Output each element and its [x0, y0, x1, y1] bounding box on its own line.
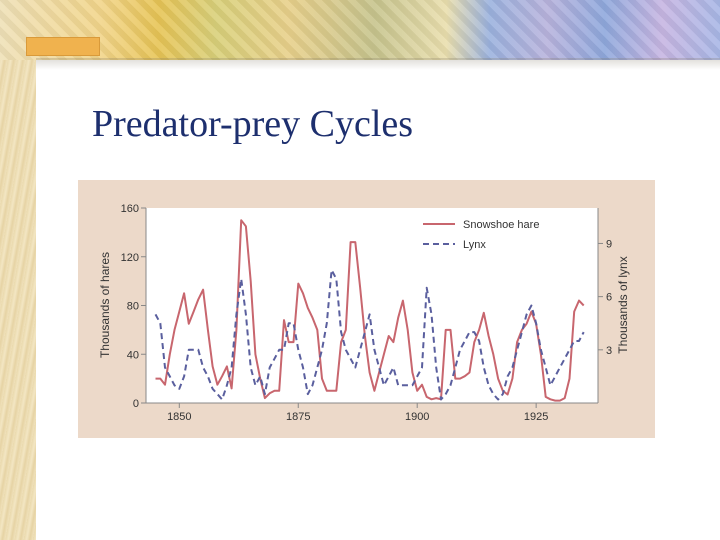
legend-label: Lynx — [463, 239, 486, 251]
y-right-axis-title: Thousands of lynx — [616, 256, 630, 353]
x-tick-label: 1875 — [286, 411, 310, 423]
legend-label: Snowshoe hare — [463, 219, 539, 231]
predator-prey-chart: 0 40 80 120 160 3 6 9 1850 1875 1900 1925 Thousands… — [98, 203, 630, 423]
x-tick-label: 1900 — [405, 411, 429, 423]
series-line-snowshoe-hare — [155, 219, 585, 402]
header-shadow — [36, 58, 720, 70]
y-left-tick-label: 40 — [127, 349, 139, 361]
header-image-band — [0, 0, 720, 60]
series-line-lynx — [154, 269, 585, 401]
plot-area — [146, 208, 598, 403]
x-tick-label: 1925 — [524, 411, 548, 423]
y-left-axis-title: Thousands of hares — [98, 252, 112, 358]
left-decorative-strip — [0, 0, 36, 540]
legend: Snowshoe hare Lynx — [423, 219, 539, 251]
y-left-tick-label: 0 — [133, 398, 139, 410]
slide-title: Predator-prey Cycles — [92, 103, 414, 145]
header-texture — [0, 0, 720, 60]
y-right-tick-label: 6 — [606, 292, 612, 304]
y-left-tick-label: 120 — [121, 252, 139, 264]
header-accent-bar — [26, 37, 100, 56]
chart-frame: 0 40 80 120 160 3 6 9 1850 1875 1900 1925 Thousands… — [78, 180, 655, 438]
y-right-tick-label: 3 — [606, 345, 612, 357]
y-right-tick-label: 9 — [606, 238, 612, 250]
y-left-tick-label: 160 — [121, 203, 139, 215]
x-tick-label: 1850 — [167, 411, 191, 423]
y-left-tick-label: 80 — [127, 301, 139, 313]
